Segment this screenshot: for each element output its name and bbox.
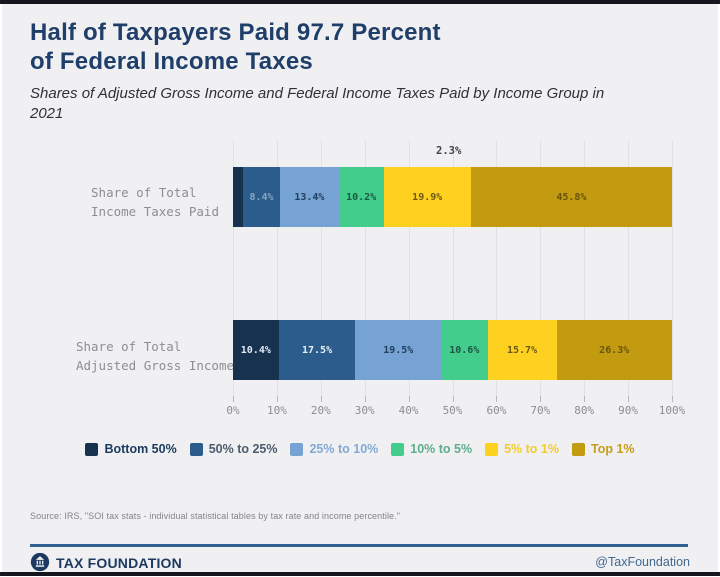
segment-value-label: 13.4%: [294, 191, 325, 203]
bar-segment-25-to-10-: 13.4%: [279, 167, 339, 227]
gridline: [408, 140, 410, 396]
axis-tick: [584, 396, 586, 402]
gridline: [540, 140, 542, 396]
bar-segment-5-to-1-: 15.7%: [487, 320, 557, 380]
gridline: [672, 140, 673, 396]
legend-label: Bottom 50%: [104, 442, 177, 456]
bar-segment-50-to-25-: 17.5%: [278, 320, 356, 380]
axis-tick: [452, 396, 454, 402]
legend-label: 25% to 10%: [309, 442, 379, 456]
bar-segment-bottom-50-: [233, 167, 244, 227]
outside-value-label: 2.3%: [436, 145, 462, 157]
segment-value-label: 10.6%: [449, 344, 480, 356]
bar-segment-50-to-25-: 8.4%: [243, 167, 280, 227]
legend-item-bottom-50-: Bottom 50%: [85, 442, 177, 456]
legend-label: 10% to 5%: [410, 442, 473, 456]
axis-tick-label: 90%: [618, 404, 639, 417]
footer-divider: [30, 544, 688, 547]
brand-name: TAX FOUNDATION: [56, 555, 182, 571]
legend-item-top-1-: Top 1%: [572, 442, 635, 456]
infographic: Half of Taxpayers Paid 97.7 Percent of F…: [2, 4, 718, 572]
row-label-adjusted-gross-income: Share of Total Adjusted Gross Income: [75, 339, 235, 373]
legend-swatch: [85, 442, 99, 456]
tax-foundation-logo-icon: [30, 552, 50, 572]
bar-segment-bottom-50-: 10.4%: [233, 320, 279, 380]
page-title: Half of Taxpayers Paid 97.7 Percent of F…: [30, 18, 441, 76]
axis-tick-label: 0%: [226, 404, 240, 417]
gridline: [320, 140, 322, 396]
bar-adjusted-gross-income: 10.4% 17.5% 19.5% 10.6% 15.7% 26.3%: [233, 320, 672, 380]
legend-swatch: [572, 442, 585, 456]
legend-item-5-to-1-: 5% to 1%: [485, 442, 559, 456]
axis-tick: [320, 396, 322, 402]
bar-segment-5-to-1-: 19.9%: [383, 167, 471, 227]
gridline: [233, 140, 234, 396]
twitter-handle: @TaxFoundation: [595, 555, 690, 569]
row-label-income-taxes-paid: Share of Total Income Taxes Paid: [91, 185, 219, 219]
axis-tick: [540, 396, 542, 402]
axis-tick: [233, 396, 234, 402]
legend-label: 5% to 1%: [504, 442, 559, 456]
axis-tick: [408, 396, 410, 402]
bar-income-taxes-paid: 8.4% 13.4% 10.2% 19.9% 45.8%: [233, 167, 672, 227]
source-note: Source: IRS, "SOI tax stats - individual…: [30, 511, 401, 521]
legend: Bottom 50% 50% to 25% 25% to 10% 10% to 5% 5…: [2, 439, 718, 459]
gridline: [276, 140, 278, 396]
title-line-2: of Federal Income Taxes: [30, 48, 313, 75]
bar-segment-25-to-10-: 19.5%: [355, 320, 442, 380]
plot-area: 2.3% 8.4% 13.4% 10.2% 19.9% 45.8% 10.4% 17.5%…: [226, 140, 685, 432]
footer-brand-row: TAX FOUNDATION @TaxFoundation: [30, 552, 690, 574]
bar-segment-top-1-: 45.8%: [470, 167, 672, 227]
segment-value-label: 10.2%: [346, 191, 377, 203]
legend-swatch: [485, 442, 499, 456]
bottom-frame-border: [0, 572, 720, 576]
segment-value-label: 8.4%: [249, 191, 274, 203]
legend-item-50-to-25-: 50% to 25%: [189, 442, 278, 456]
gridline: [628, 140, 630, 396]
bar-segment-10-to-5-: 10.6%: [441, 320, 488, 380]
segment-value-label: 26.3%: [599, 344, 630, 356]
axis-tick-label: 20%: [310, 404, 331, 417]
axis-tick-label: 80%: [574, 404, 595, 417]
axis-tick: [364, 396, 366, 402]
stacked-bar-chart: Share of Total Income Taxes Paid Share of…: [30, 140, 692, 432]
bar-segment-top-1-: 26.3%: [556, 320, 672, 380]
axis-tick-label: 60%: [486, 404, 507, 417]
axis-tick-label: 70%: [530, 404, 551, 417]
legend-label: Top 1%: [591, 442, 635, 456]
legend-item-25-to-10-: 25% to 10%: [290, 442, 378, 456]
axis-tick-label: 10%: [266, 404, 287, 417]
axis-tick-label: 40%: [398, 404, 419, 417]
legend-swatch: [290, 442, 304, 456]
gridline: [364, 140, 366, 396]
gridline: [496, 140, 498, 396]
segment-value-label: 45.8%: [556, 191, 587, 203]
legend-swatch: [189, 442, 203, 456]
axis-tick-label: 100%: [658, 404, 686, 417]
gridline: [452, 140, 454, 396]
axis-tick: [276, 396, 278, 402]
segment-value-label: 10.4%: [240, 344, 271, 356]
segment-value-label: 19.9%: [412, 191, 443, 203]
segment-value-label: 15.7%: [506, 344, 538, 356]
legend-item-10-to-5-: 10% to 5%: [391, 442, 472, 456]
bar-segment-10-to-5-: 10.2%: [338, 167, 384, 227]
axis-tick: [672, 396, 673, 402]
segment-value-label: 17.5%: [301, 344, 333, 356]
axis-tick: [496, 396, 498, 402]
segment-value-label: 19.5%: [383, 344, 414, 356]
legend-swatch: [391, 442, 405, 456]
title-line-1: Half of Taxpayers Paid 97.7 Percent: [30, 19, 441, 46]
chart-subtitle: Shares of Adjusted Gross Income and Fede…: [30, 85, 605, 122]
axis-tick-label: 50%: [442, 404, 463, 417]
top-frame-border: [0, 0, 720, 4]
gridline: [584, 140, 586, 396]
axis-tick: [628, 396, 630, 402]
legend-label: 50% to 25%: [208, 442, 278, 456]
axis-tick-label: 30%: [354, 404, 375, 417]
